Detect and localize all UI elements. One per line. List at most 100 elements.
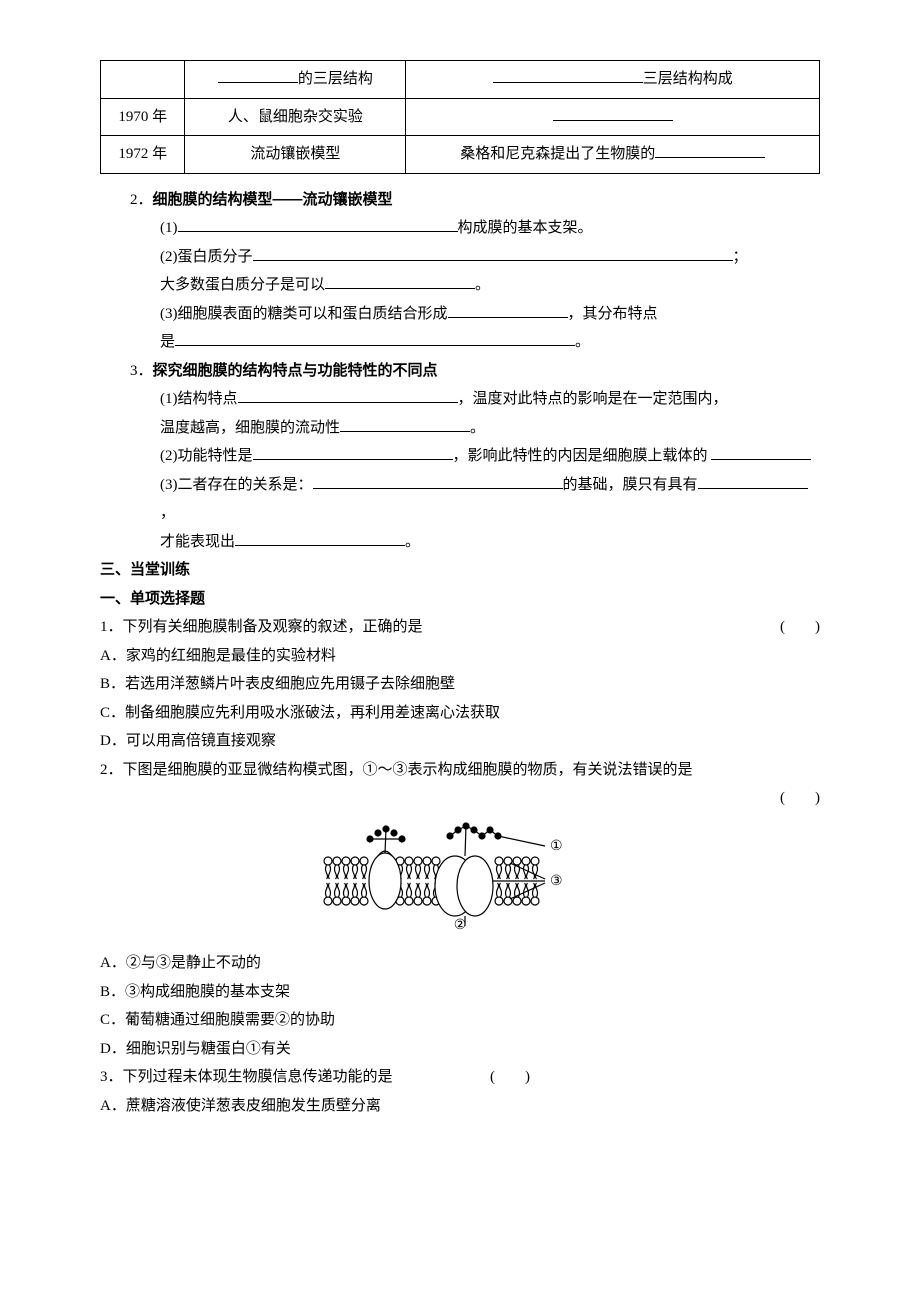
text: 构成膜的基本支架。	[458, 220, 593, 236]
heading-mcq: 一、单项选择题	[100, 585, 820, 614]
answer-paren: ( )	[490, 1069, 530, 1085]
stem-text: 下列过程未体现生物膜信息传递功能的是	[123, 1069, 393, 1085]
q1-opt-b: B．若选用洋葱鳞片叶表皮细胞应先用镊子去除细胞壁	[100, 670, 820, 699]
text: 二者存在的关系是：	[178, 477, 313, 493]
cell-year: 1972 年	[101, 136, 185, 174]
q2-stem: 2．下图是细胞膜的亚显微结构模式图，①～③表示构成细胞膜的物质，有关说法错误的是	[100, 756, 820, 785]
label: (3)	[160, 477, 178, 493]
label-3: ③	[550, 874, 563, 889]
fill-item-cont: 温度越高，细胞膜的流动性 。	[160, 414, 820, 443]
q1-opt-d: D．可以用高倍镜直接观察	[100, 727, 820, 756]
section-2-heading: 2．细胞膜的结构模型——流动镶嵌模型	[130, 186, 820, 215]
q1-opt-a: A．家鸡的红细胞是最佳的实验材料	[100, 642, 820, 671]
fill-item: (2)功能特性是 ，影响此特性的内因是细胞膜上载体的	[160, 442, 820, 471]
cell-exp: 流动镶嵌模型	[185, 136, 406, 174]
text: 。	[405, 534, 420, 550]
label: (2)	[160, 249, 178, 265]
q2-paren-row: ( )	[100, 784, 820, 813]
label-1: ①	[550, 839, 563, 854]
blank	[218, 66, 298, 84]
text: 。	[470, 420, 485, 436]
label: (2)	[160, 448, 178, 464]
cell-year	[101, 61, 185, 99]
membrane-diagram: ① ③ ②	[100, 821, 820, 942]
blank	[325, 272, 475, 290]
fill-item: (1)结构特点 ，温度对此特点的影响是在一定范围内，	[160, 385, 820, 414]
fill-item-cont: 大多数蛋白质分子是可以 。	[160, 271, 820, 300]
text: 蛋白质分子	[178, 249, 253, 265]
stem-text: 下图是细胞膜的亚显微结构模式图，①～③表示构成细胞膜的物质，有关说法错误的是	[123, 762, 693, 778]
blank	[340, 414, 470, 432]
num: 1．	[100, 619, 123, 635]
blank	[235, 528, 405, 546]
blank	[711, 443, 811, 461]
cell-result: 桑格和尼克森提出了生物膜的	[406, 136, 820, 174]
answer-paren: ( )	[780, 613, 820, 642]
q2-opt-b: B．③构成细胞膜的基本支架	[100, 978, 820, 1007]
text: 是	[160, 334, 175, 350]
text: 。	[475, 277, 490, 293]
q1-stem: 1．下列有关细胞膜制备及观察的叙述，正确的是 ( )	[100, 613, 820, 642]
text: 三层结构构成	[643, 71, 733, 87]
blank	[238, 386, 458, 404]
cell-exp: 的三层结构	[185, 61, 406, 99]
answer-paren: ( )	[780, 784, 820, 813]
text: 大多数蛋白质分子是可以	[160, 277, 325, 293]
label-2: ②	[454, 918, 467, 931]
cell-result	[406, 98, 820, 136]
text: 。	[575, 334, 590, 350]
text: 细胞膜表面的糖类可以和蛋白质结合形成	[178, 306, 448, 322]
text: ，	[160, 505, 175, 521]
num: 2．	[100, 762, 123, 778]
heading-practice: 三、当堂训练	[100, 556, 820, 585]
cell-result: 三层结构构成	[406, 61, 820, 99]
fill-item: (2)蛋白质分子 ；	[160, 243, 820, 272]
text: 功能特性是	[178, 448, 253, 464]
fill-item-cont: 是。	[160, 328, 820, 357]
text: 才能表现出	[160, 534, 235, 550]
text: 结构特点	[178, 391, 238, 407]
fill-item: (1) 构成膜的基本支架。	[160, 214, 820, 243]
blank	[313, 471, 563, 489]
label: (1)	[160, 220, 178, 236]
cell-year: 1970 年	[101, 98, 185, 136]
title: 细胞膜的结构模型——流动镶嵌模型	[153, 191, 393, 208]
blank	[553, 103, 673, 121]
num: 2．	[130, 186, 153, 215]
blank	[175, 329, 575, 347]
blank	[253, 243, 733, 261]
fill-item: (3)二者存在的关系是： 的基础，膜只有具有 ，	[160, 471, 820, 528]
num: 3．	[100, 1069, 123, 1085]
blank	[655, 141, 765, 159]
table-row: 1970 年 人、鼠细胞杂交实验	[101, 98, 820, 136]
blank	[253, 443, 453, 461]
fill-item: (3)细胞膜表面的糖类可以和蛋白质结合形成 ，其分布特点	[160, 300, 820, 329]
text: ，影响此特性的内因是细胞膜上载体的	[453, 448, 712, 464]
q1-opt-c: C．制备细胞膜应先利用吸水涨破法，再利用差速离心法获取	[100, 699, 820, 728]
table-row: 1972 年 流动镶嵌模型 桑格和尼克森提出了生物膜的	[101, 136, 820, 174]
blank	[178, 215, 458, 233]
q2-opt-c: C．葡萄糖通过细胞膜需要②的协助	[100, 1006, 820, 1035]
text: 桑格和尼克森提出了生物膜的	[460, 146, 655, 162]
fill-item-cont: 才能表现出 。	[160, 528, 820, 557]
text: 温度越高，细胞膜的流动性	[160, 420, 340, 436]
blank	[448, 300, 568, 318]
table-row: 的三层结构 三层结构构成	[101, 61, 820, 99]
text: ，温度对此特点的影响是在一定范围内，	[458, 391, 728, 407]
blank	[493, 66, 643, 84]
blank	[698, 471, 808, 489]
label: (3)	[160, 306, 178, 322]
title: 探究细胞膜的结构特点与功能特性的不同点	[153, 362, 438, 379]
text: ，其分布特点	[568, 306, 658, 322]
text: 的基础，膜只有具有	[563, 477, 698, 493]
stem-text: 下列有关细胞膜制备及观察的叙述，正确的是	[123, 619, 423, 635]
q2-opt-a: A．②与③是静止不动的	[100, 949, 820, 978]
label: (1)	[160, 391, 178, 407]
history-table: 的三层结构 三层结构构成 1970 年 人、鼠细胞杂交实验 1972 年 流动镶…	[100, 60, 820, 174]
num: 3．	[130, 357, 153, 386]
section-3-heading: 3．探究细胞膜的结构特点与功能特性的不同点	[130, 357, 820, 386]
text: ；	[733, 249, 748, 265]
text: 的三层结构	[298, 71, 373, 87]
q3-stem: 3．下列过程未体现生物膜信息传递功能的是 ( )	[100, 1063, 820, 1092]
cell-exp: 人、鼠细胞杂交实验	[185, 98, 406, 136]
